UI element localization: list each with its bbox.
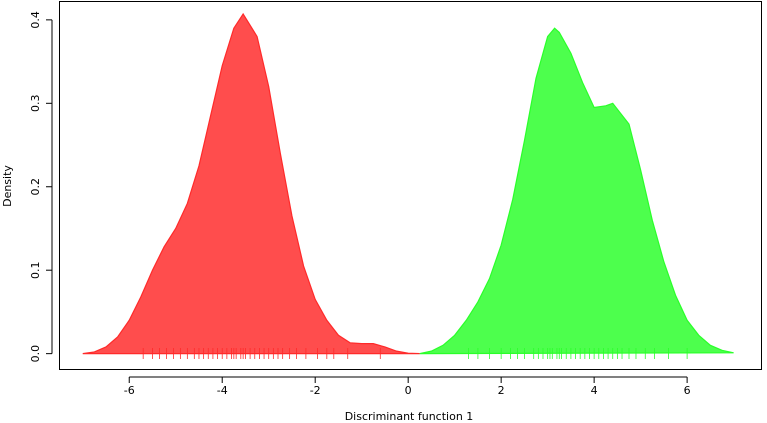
- y-tick-label: 0.1: [29, 261, 42, 279]
- x-tick-label: -6: [124, 384, 135, 397]
- y-axis-label: Density: [1, 165, 14, 207]
- x-tick-label: 0: [405, 384, 412, 397]
- x-tick-label: 6: [684, 384, 691, 397]
- x-tick-label: -2: [310, 384, 321, 397]
- y-tick-label: 0.2: [29, 178, 42, 196]
- y-tick-label: 0.4: [29, 11, 42, 29]
- plot-box: [59, 1, 762, 370]
- x-tick-label: 4: [591, 384, 598, 397]
- y-tick-label: 0.3: [29, 95, 42, 113]
- x-tick-label: 2: [498, 384, 505, 397]
- density-area: [82, 12, 420, 355]
- x-tick-label: -4: [217, 384, 228, 397]
- density-area: [419, 27, 734, 355]
- y-tick-label: 0.0: [29, 345, 42, 363]
- x-axis-label: Discriminant function 1: [345, 410, 474, 423]
